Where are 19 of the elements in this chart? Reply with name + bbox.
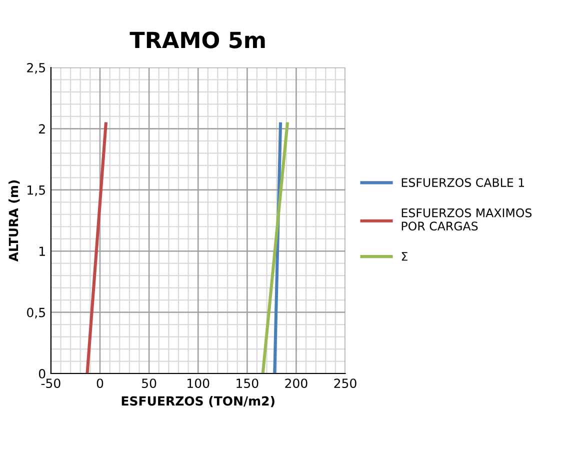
y-axis-title: ALTURA (m) [8,180,20,262]
y-tick-label: 1 [40,246,45,256]
chart-title: TRAMO 5m [130,32,265,48]
x-tick-label: 150 [236,378,258,388]
legend-label: ESFUERZOS CABLE 1 [402,178,524,187]
x-tick-label: 200 [285,378,308,388]
y-tick-label: 2 [39,124,45,134]
x-tick-label: -50 [41,378,60,388]
y-tick-label: 1,5 [28,186,45,196]
x-tick-label: 0 [96,378,104,388]
legend-label: ESFUERZOS MAXIMOS POR CARGAS [402,208,532,231]
y-tick-label: 0,5 [27,308,45,318]
y-tick-label: 0 [38,368,46,378]
x-tick-label: 50 [142,378,156,388]
x-axis-title: ESFUERZOS (TON/m2) [122,396,274,408]
y-tick-label: 2,5 [27,62,45,74]
x-tick-label: 100 [188,378,210,388]
x-tick-label: 250 [334,378,356,388]
legend-label: Σ [402,252,408,261]
